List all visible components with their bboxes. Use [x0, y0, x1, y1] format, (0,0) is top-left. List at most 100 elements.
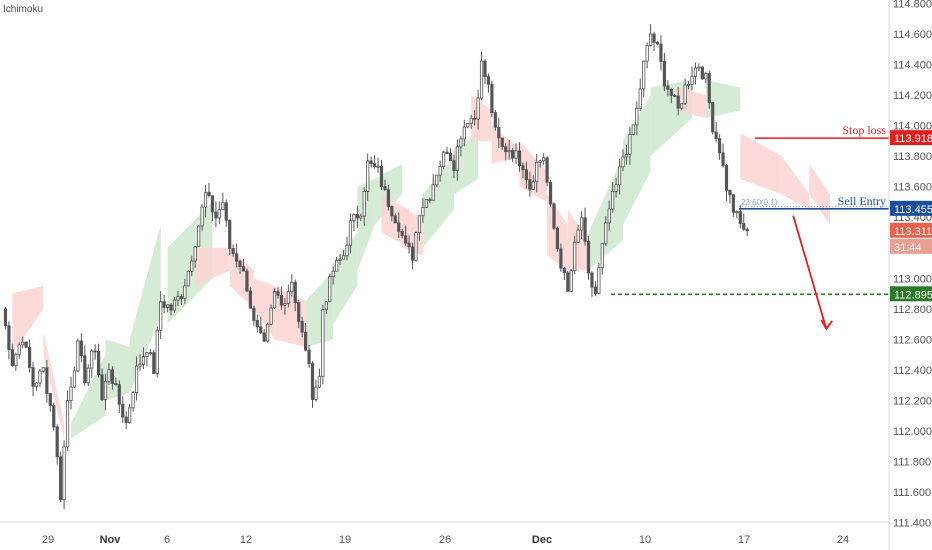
candle-body [352, 213, 356, 222]
candle-body [393, 215, 397, 224]
sell-entry-price: 113.455 [894, 204, 932, 216]
candle-body [714, 131, 718, 139]
candle-body [724, 165, 729, 191]
candle-body [738, 211, 742, 224]
price-tick-label: 114.200 [893, 90, 932, 102]
candle-body [628, 133, 632, 155]
price-tick-label: 113.000 [893, 273, 932, 285]
cloud-bullish [588, 156, 623, 271]
time-tick-label: 12 [240, 534, 252, 546]
cloud-bearish [43, 331, 65, 439]
candle-body [310, 363, 315, 400]
candle-body [293, 281, 297, 304]
candle-body [117, 384, 121, 405]
candle-body [693, 67, 698, 77]
candle-body [214, 211, 218, 219]
time-tick-label: 19 [339, 534, 351, 546]
candle-body [3, 308, 8, 327]
candle-body [338, 258, 342, 261]
candle-body [490, 83, 494, 113]
candle-body [210, 195, 215, 213]
last-price: 113.311 [894, 226, 932, 238]
candle-body [700, 66, 704, 80]
price-axis[interactable]: 114.800 114.600 114.400 114.200 114.000 113.8… [888, 0, 932, 550]
candle-body [624, 153, 629, 158]
stop-loss-price: 113.918 [894, 133, 932, 145]
candle-body [114, 383, 118, 385]
projection-arrow [792, 215, 834, 331]
candle-body [7, 325, 11, 351]
cloud-bearish [740, 133, 782, 195]
cloud-bullish [305, 270, 334, 347]
candle-body [504, 146, 508, 153]
candle-body [473, 117, 477, 120]
candle-body [234, 253, 239, 262]
candle-body [555, 227, 560, 250]
time-tick-label: 29 [42, 534, 54, 546]
candle-body [614, 184, 618, 192]
time-tick-label: 6 [164, 534, 170, 546]
candle-body [552, 203, 556, 229]
candle-body [14, 353, 18, 367]
candle-body [190, 260, 194, 272]
candle-body [62, 446, 66, 501]
candle-body [272, 291, 277, 309]
candle-body [517, 150, 522, 167]
candle-body [172, 299, 177, 311]
candle-body [435, 174, 439, 186]
time-axis[interactable]: 29 Nov 6 12 19 26 Dec 10 17 24 [0, 521, 889, 546]
candle-body [600, 243, 604, 269]
candle-body [376, 165, 380, 168]
candle-body [528, 179, 532, 190]
candle-body [559, 248, 563, 269]
candle-body [655, 42, 660, 45]
bar-countdown: 31:44 [894, 242, 922, 254]
candle-body [328, 276, 332, 303]
candle-body [707, 73, 711, 103]
candle-body [566, 272, 570, 292]
candle-body [538, 160, 542, 163]
candle-body [52, 405, 56, 428]
candle-body [300, 321, 304, 333]
candle-body [642, 60, 646, 90]
cloud-bearish [402, 209, 423, 256]
candle-body [369, 160, 373, 165]
candle-body [455, 146, 460, 172]
candle-body [241, 266, 246, 272]
candle-body [34, 382, 39, 387]
candle-body [500, 137, 504, 148]
candle-body [469, 117, 473, 124]
cloud-bearish [12, 285, 44, 355]
candle-body [110, 369, 114, 384]
candle-body [124, 416, 128, 424]
candle-body [238, 260, 242, 268]
candle-body [535, 162, 539, 183]
candle-body [65, 400, 70, 448]
candle-body [59, 456, 63, 501]
candle-body [179, 296, 183, 299]
indicator-label: Ichimoku [3, 4, 44, 15]
time-tick-label: Dec [532, 534, 552, 546]
candle-body [683, 84, 687, 105]
candle-body [93, 350, 97, 353]
candle-body [286, 291, 290, 304]
candle-body [711, 102, 715, 133]
candle-body [400, 231, 404, 237]
candle-body [659, 43, 663, 62]
candle-body [97, 350, 101, 376]
projection-arrow-line [792, 215, 828, 330]
candle-body [666, 85, 670, 90]
candle-body [676, 95, 680, 109]
candle-body [165, 304, 170, 308]
candle-body [155, 329, 159, 374]
price-tick-label: 111.800 [893, 456, 931, 468]
price-tick-label: 112.800 [893, 304, 932, 316]
stop-loss-label: Stop loss [842, 123, 886, 137]
take-profit-price: 112.895 [894, 289, 932, 301]
candle-body [645, 45, 649, 62]
candle-body [266, 323, 270, 342]
cloud-bullish [167, 201, 213, 325]
candle-body [583, 217, 587, 242]
candle-body [414, 232, 418, 261]
